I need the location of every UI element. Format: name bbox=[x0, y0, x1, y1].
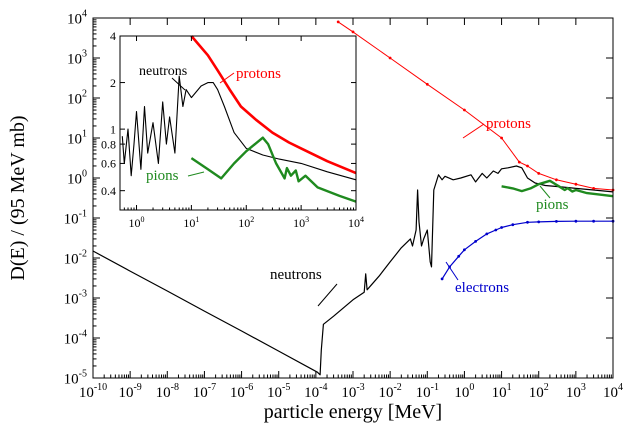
main-leader-electrons bbox=[445, 261, 459, 281]
main-y-tick-label-6: 101 bbox=[67, 128, 87, 147]
main-y-tick-label-5: 100 bbox=[67, 168, 87, 187]
main-x-tick-label-12: 102 bbox=[529, 382, 549, 401]
inset-x-tick-label-0: 100 bbox=[129, 215, 145, 230]
main-y-tick-label-7: 102 bbox=[67, 88, 87, 107]
inset-label-protons: protons bbox=[236, 66, 281, 82]
main-point-protons-9 bbox=[555, 178, 558, 182]
main-label-pions: pions bbox=[536, 197, 569, 213]
main-point-electrons-8 bbox=[511, 223, 515, 227]
main-x-tick-label-3: 10-7 bbox=[193, 382, 216, 401]
main-x-tick-label-11: 101 bbox=[492, 382, 512, 401]
inset-series-labels: neutrons protons pions bbox=[139, 64, 281, 184]
inset-label-neutrons: neutrons bbox=[139, 64, 187, 79]
inset-series-group bbox=[121, 35, 357, 203]
inset-y-tick-label-5: 4 bbox=[110, 29, 116, 43]
main-label-neutrons: neutrons bbox=[270, 267, 322, 283]
main-point-electrons-11 bbox=[555, 220, 558, 223]
main-point-electrons-3 bbox=[463, 248, 466, 252]
main-x-tick-label-13: 103 bbox=[566, 382, 586, 401]
main-point-protons-8 bbox=[537, 172, 541, 175]
main-point-protons-0 bbox=[336, 20, 340, 24]
main-y-tick-label-3: 10-2 bbox=[64, 248, 87, 267]
inset-series-pions bbox=[190, 136, 357, 203]
inset-background bbox=[120, 36, 356, 210]
inset-y-tick-label-2: 0.8 bbox=[101, 137, 116, 151]
main-point-electrons-10 bbox=[537, 220, 541, 224]
main-y-tick-label-9: 104 bbox=[67, 8, 87, 27]
inset-x-tick-label-2: 102 bbox=[238, 215, 254, 230]
main-series-protons bbox=[337, 21, 614, 191]
main-point-electrons-0 bbox=[440, 277, 444, 281]
main-point-electrons-9 bbox=[526, 220, 529, 224]
main-series-electrons bbox=[441, 220, 613, 280]
main-point-protons-1 bbox=[351, 30, 355, 34]
main-point-electrons-7 bbox=[500, 226, 503, 229]
inset-leader-protons bbox=[219, 72, 235, 84]
main-point-electrons-4 bbox=[474, 240, 477, 243]
inset-y-tick-label-1: 0.6 bbox=[101, 157, 116, 171]
main-label-electrons: electrons bbox=[455, 280, 509, 296]
main-point-protons-7 bbox=[526, 164, 529, 168]
main-x-tick-label-6: 10-4 bbox=[304, 382, 327, 401]
main-series-pions bbox=[501, 179, 614, 198]
main-point-electrons-12 bbox=[574, 219, 578, 223]
main-series-labels: protons neutrons pions electrons bbox=[270, 116, 569, 307]
main-x-tick-label-7: 10-3 bbox=[341, 382, 364, 401]
main-point-electrons-2 bbox=[457, 254, 461, 258]
inset-leader-neutrons bbox=[171, 77, 186, 91]
main-leader-pions bbox=[539, 185, 551, 199]
main-ticks-group: 10-10 10-9 10-8 10-7 10-6 10-5 10-4 10-3 10-2 10-… bbox=[64, 8, 623, 401]
inset-series-protons bbox=[190, 35, 357, 175]
inset-ticks-group: 100 101 102 103 104 0.4 0.6 0.81 2 4 bbox=[101, 29, 364, 230]
main-leader-protons bbox=[462, 123, 485, 139]
inset-label-pions: pions bbox=[146, 168, 179, 184]
inset-y-tick-label-4: 2 bbox=[110, 76, 116, 90]
main-x-tick-label-8: 10-2 bbox=[378, 382, 401, 401]
main-point-protons-2 bbox=[388, 56, 392, 60]
y-axis-label: D(E) / (95 MeV mb) bbox=[7, 115, 29, 280]
main-point-protons-4 bbox=[463, 108, 466, 112]
main-x-tick-label-5: 10-5 bbox=[267, 382, 290, 401]
main-point-protons-3 bbox=[425, 82, 429, 86]
main-plot: 10-10 10-9 10-8 10-7 10-6 10-5 10-4 10-3 10-2 10-… bbox=[7, 8, 623, 423]
main-y-tick-label-4: 10-1 bbox=[64, 208, 87, 227]
main-series-neutrons bbox=[92, 165, 614, 376]
main-y-tick-label-8: 103 bbox=[67, 48, 87, 67]
main-point-protons-5 bbox=[500, 136, 503, 140]
main-x-tick-label-10: 100 bbox=[454, 382, 474, 401]
inset-x-tick-label-1: 101 bbox=[183, 215, 199, 230]
x-axis-label: particle energy [MeV] bbox=[264, 401, 442, 423]
main-point-protons-11 bbox=[592, 187, 595, 190]
inset-series-neutrons bbox=[121, 75, 357, 181]
inset-x-tick-label-3: 103 bbox=[293, 215, 309, 230]
main-point-protons-10 bbox=[574, 182, 578, 186]
inset-plot: 100 101 102 103 104 0.4 0.6 0.81 2 4 neutrons pro… bbox=[101, 29, 364, 230]
main-x-tick-label-1: 10-9 bbox=[118, 382, 141, 401]
inset-y-tick-label-3: 1 bbox=[110, 122, 116, 136]
inset-x-tick-label-4: 104 bbox=[348, 215, 364, 230]
main-series-group bbox=[92, 20, 615, 376]
main-x-tick-label-4: 10-6 bbox=[230, 382, 253, 401]
main-point-electrons-6 bbox=[494, 228, 498, 232]
main-point-protons-6 bbox=[517, 160, 521, 164]
main-y-tick-label-0: 10-5 bbox=[64, 368, 87, 387]
main-point-electrons-5 bbox=[485, 232, 489, 236]
inset-y-tick-label-0: 0.4 bbox=[101, 184, 116, 198]
main-leader-neutrons bbox=[317, 283, 338, 307]
inset-leader-pions bbox=[187, 171, 205, 177]
main-x-tick-label-0: 10-10 bbox=[79, 382, 107, 401]
main-x-tick-label-2: 10-8 bbox=[156, 382, 179, 401]
main-point-electrons-13 bbox=[592, 219, 595, 223]
main-y-tick-label-1: 10-4 bbox=[64, 328, 87, 347]
main-y-tick-label-2: 10-3 bbox=[64, 288, 87, 307]
main-x-tick-label-14: 104 bbox=[603, 382, 623, 401]
main-label-protons: protons bbox=[486, 116, 531, 132]
main-x-tick-label-9: 10-1 bbox=[416, 382, 439, 401]
